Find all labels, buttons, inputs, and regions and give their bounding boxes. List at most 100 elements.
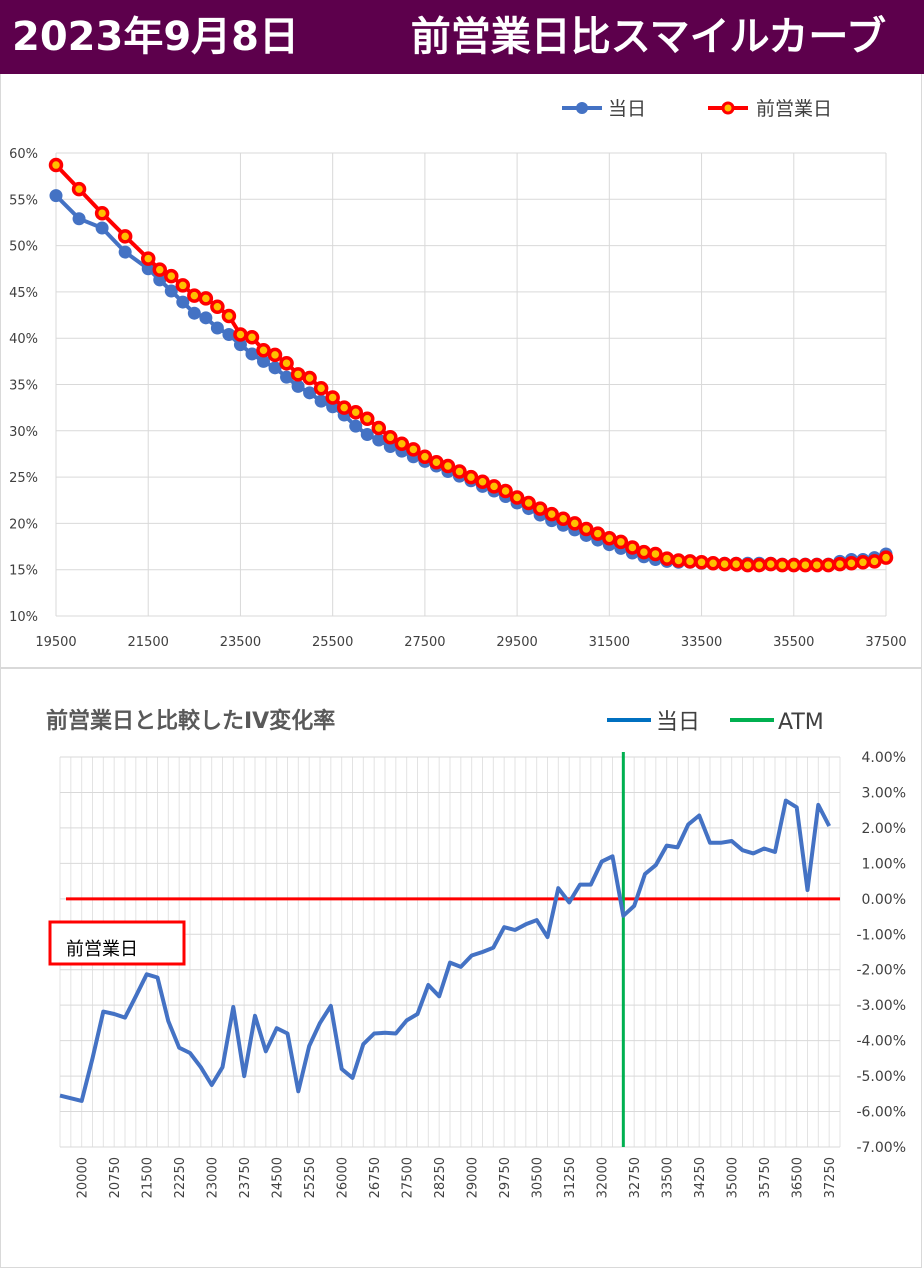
legend-label-today: 当日	[656, 710, 700, 735]
y-tick-label: 45%	[9, 286, 38, 301]
data-point-previous-day	[394, 436, 410, 452]
data-point-previous-day	[878, 550, 894, 565]
x-tick-label: 37500	[865, 635, 906, 650]
data-point-previous-day	[417, 449, 433, 464]
data-point-previous-day	[590, 526, 606, 541]
data-point-previous-day	[140, 251, 156, 266]
y-tick-label: 50%	[9, 240, 38, 255]
x-tick-label: 20750	[108, 1157, 123, 1198]
data-point-previous-day	[256, 342, 271, 358]
data-point-today	[199, 311, 213, 325]
data-point-previous-day	[302, 370, 317, 386]
data-point-today	[268, 361, 282, 375]
y-tick-label: 0.00%	[862, 892, 906, 908]
y-tick-label: 15%	[9, 564, 38, 579]
x-tick-label: 29500	[496, 635, 537, 650]
y-tick-label: -1.00%	[856, 927, 906, 943]
iv-change-panel	[0, 668, 922, 1268]
data-point-today	[187, 306, 201, 320]
y-tick-label: 10%	[9, 610, 38, 625]
report-date: 2023年9月8日	[12, 14, 299, 60]
data-point-previous-day	[279, 355, 294, 371]
y-tick-label: 55%	[9, 193, 38, 208]
data-point-previous-day	[360, 411, 375, 427]
x-tick-label: 29750	[498, 1157, 513, 1198]
data-point-previous-day	[613, 534, 629, 550]
data-point-previous-day	[463, 469, 479, 485]
x-tick-label: 27500	[404, 635, 445, 650]
data-point-previous-day	[244, 330, 260, 345]
data-point-previous-day	[648, 546, 663, 562]
x-tick-label: 21500	[141, 1157, 156, 1198]
zero-label-text: 前営業日	[66, 939, 138, 960]
data-point-previous-day	[579, 521, 594, 537]
x-tick-label: 22250	[173, 1157, 188, 1198]
data-point-today	[291, 379, 305, 393]
data-point-previous-day	[532, 501, 548, 516]
x-tick-label: 25500	[312, 635, 353, 650]
x-tick-label: 35000	[726, 1157, 741, 1198]
x-tick-label: 28250	[433, 1157, 448, 1198]
legend-label-today: 当日	[608, 98, 646, 120]
legend-marker-previous-day	[721, 101, 735, 115]
y-tick-label: -6.00%	[856, 1105, 906, 1121]
x-tick-label: 23500	[220, 635, 261, 650]
data-point-today	[303, 386, 317, 400]
chart-title: 前営業日と比較したIV変化率	[46, 708, 335, 734]
x-tick-label: 25250	[303, 1157, 318, 1198]
x-tick-label: 21500	[128, 635, 169, 650]
data-point-previous-day	[325, 390, 340, 405]
x-tick-label: 35500	[773, 635, 814, 650]
y-tick-label: -4.00%	[856, 1034, 906, 1050]
series-line-today	[59, 798, 831, 1103]
x-tick-label: 19500	[35, 635, 76, 650]
y-tick-label: -2.00%	[856, 963, 906, 979]
data-point-today	[280, 370, 294, 384]
y-tick-label: 35%	[9, 379, 38, 394]
x-tick-label: 31500	[589, 635, 630, 650]
data-point-today	[314, 394, 328, 408]
y-tick-label: -5.00%	[856, 1069, 906, 1085]
data-point-today	[95, 221, 109, 235]
data-point-today	[72, 212, 86, 226]
data-point-previous-day	[336, 400, 352, 415]
x-tick-label: 32750	[628, 1157, 643, 1198]
legend-label-atm: ATM	[778, 710, 824, 735]
data-point-previous-day	[267, 347, 283, 363]
y-tick-label: 2.00%	[862, 821, 906, 837]
data-point-previous-day	[475, 474, 490, 489]
y-tick-label: 3.00%	[862, 785, 906, 801]
x-tick-label: 33500	[661, 1157, 676, 1198]
y-tick-label: 40%	[9, 332, 38, 347]
data-point-previous-day	[521, 495, 536, 511]
data-point-today	[245, 347, 259, 361]
y-tick-label: 25%	[9, 471, 38, 486]
data-point-previous-day	[383, 430, 398, 445]
x-tick-label: 32000	[596, 1157, 611, 1198]
data-point-previous-day	[371, 420, 387, 436]
x-tick-label: 26000	[336, 1157, 351, 1198]
data-point-previous-day	[486, 479, 502, 494]
data-point-today	[164, 284, 178, 298]
y-tick-label: 4.00%	[862, 750, 906, 766]
data-point-previous-day	[221, 308, 237, 324]
data-point-today	[210, 321, 224, 335]
data-point-previous-day	[152, 262, 167, 277]
data-point-previous-day	[94, 205, 110, 221]
data-point-today	[49, 189, 63, 203]
legend-marker-today	[576, 102, 588, 114]
x-tick-label: 30500	[531, 1157, 546, 1198]
y-tick-label: -7.00%	[856, 1140, 906, 1156]
data-point-previous-day	[117, 229, 133, 244]
y-tick-label: 20%	[9, 517, 38, 532]
data-point-today	[372, 433, 386, 447]
x-tick-label: 36500	[791, 1157, 806, 1198]
data-point-previous-day	[509, 490, 525, 505]
data-point-today	[176, 295, 190, 309]
zero-label-box	[48, 920, 186, 966]
data-point-today	[141, 262, 155, 276]
x-tick-label: 27500	[401, 1157, 416, 1198]
data-point-today	[153, 273, 167, 287]
x-tick-label: 26750	[368, 1157, 383, 1198]
